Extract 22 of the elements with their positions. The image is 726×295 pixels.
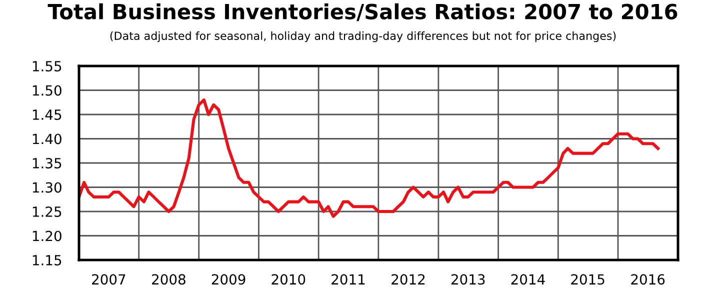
- x-tick-label: 2009: [212, 274, 246, 285]
- x-tick-label: 2013: [451, 274, 485, 285]
- x-tick-label: 2016: [631, 274, 665, 285]
- y-tick-label: 1.30: [32, 182, 62, 193]
- x-tick-label: 2015: [571, 274, 604, 285]
- x-tick-label: 2008: [152, 274, 186, 285]
- y-tick-label: 1.40: [32, 134, 62, 144]
- y-tick-label: 1.50: [32, 85, 62, 96]
- x-tick-label: 2014: [511, 274, 545, 285]
- y-tick-label: 1.55: [32, 61, 62, 72]
- y-tick-label: 1.25: [32, 206, 62, 217]
- chart-title: Total Business Inventories/Sales Ratios: 2007 to 2016: [48, 3, 678, 22]
- x-tick-label: 2010: [272, 274, 306, 285]
- y-tick-label: 1.35: [32, 158, 62, 168]
- x-tick-label: 2011: [332, 274, 365, 285]
- x-tick-label: 2007: [92, 274, 126, 285]
- y-tick-label: 1.15: [32, 255, 62, 266]
- y-tick-label: 1.45: [32, 110, 62, 120]
- line-series: [79, 98, 660, 218]
- chart-subtitle: (Data adjusted for seasonal, holiday and trading-day differences but not for price changes): [110, 31, 616, 42]
- y-tick-label: 1.20: [32, 230, 62, 242]
- x-tick-label: 2012: [392, 274, 425, 285]
